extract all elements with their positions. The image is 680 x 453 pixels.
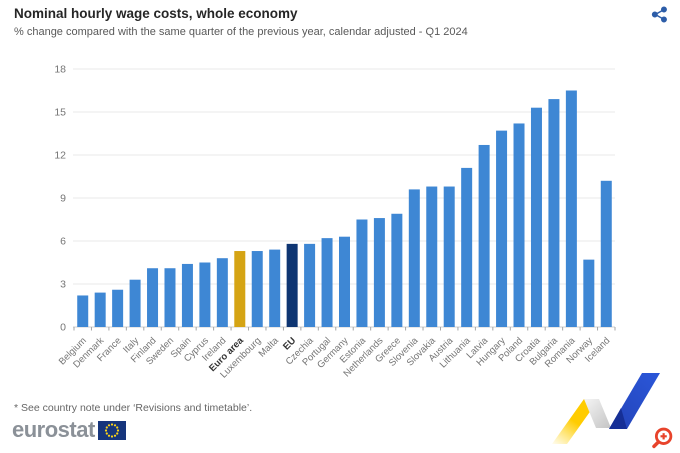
bar-germany[interactable] [339, 236, 350, 327]
bar-lithuania[interactable] [461, 167, 473, 327]
bar-iceland[interactable] [600, 180, 612, 327]
share-icon [651, 6, 667, 23]
bar-ireland[interactable] [216, 258, 228, 327]
bar-belgium[interactable] [77, 295, 89, 327]
chart-subtitle: % change compared with the same quarter … [14, 26, 468, 38]
y-axis-label-6: 6 [60, 236, 66, 248]
bar-sweden[interactable] [164, 268, 176, 327]
magnifier-plus-icon [652, 427, 673, 449]
eurostat-logo[interactable]: eurostat [12, 419, 126, 441]
chart-title: Nominal hourly wage costs, whole economy [14, 6, 298, 21]
bar-bulgaria[interactable] [548, 99, 560, 327]
bar-finland[interactable] [147, 268, 159, 327]
bar-euro-area[interactable] [234, 251, 246, 327]
bar-italy[interactable] [129, 279, 141, 327]
bar-cyprus[interactable] [199, 262, 211, 328]
bar-austria[interactable] [443, 186, 455, 327]
y-axis-label-0: 0 [60, 322, 66, 334]
bar-luxembourg[interactable] [251, 251, 263, 327]
y-axis-label-18: 18 [54, 64, 66, 76]
bar-netherlands[interactable] [373, 218, 385, 327]
bar-eu[interactable] [286, 243, 298, 327]
bar-france[interactable] [112, 289, 124, 327]
bar-norway[interactable] [583, 259, 595, 327]
share-button[interactable] [649, 6, 669, 26]
bar-latvia[interactable] [478, 144, 490, 327]
bar-denmark[interactable] [94, 292, 106, 327]
bar-romania[interactable] [565, 90, 577, 328]
bar-estonia[interactable] [356, 219, 368, 328]
bar-slovakia[interactable] [426, 186, 438, 327]
bar-slovenia[interactable] [408, 189, 420, 327]
y-axis-label-15: 15 [54, 107, 66, 119]
bar-croatia[interactable] [530, 107, 542, 327]
bar-greece[interactable] [391, 213, 403, 327]
y-axis-label-3: 3 [60, 279, 66, 291]
eu-flag-icon [97, 420, 126, 440]
bar-portugal[interactable] [321, 238, 333, 327]
bar-czechia[interactable] [304, 243, 316, 327]
y-axis-label-9: 9 [60, 193, 66, 205]
country-note: * See country note under ‘Revisions and … [14, 402, 253, 414]
zoom-in-button[interactable] [649, 426, 675, 452]
eurostat-logo-text: eurostat [12, 417, 95, 442]
bar-poland[interactable] [513, 123, 525, 327]
bar-hungary[interactable] [496, 130, 508, 327]
y-axis-label-12: 12 [54, 150, 66, 162]
x-axis-label-malta: Malta [257, 335, 282, 360]
bar-spain[interactable] [181, 263, 193, 327]
bar-malta[interactable] [269, 249, 281, 327]
